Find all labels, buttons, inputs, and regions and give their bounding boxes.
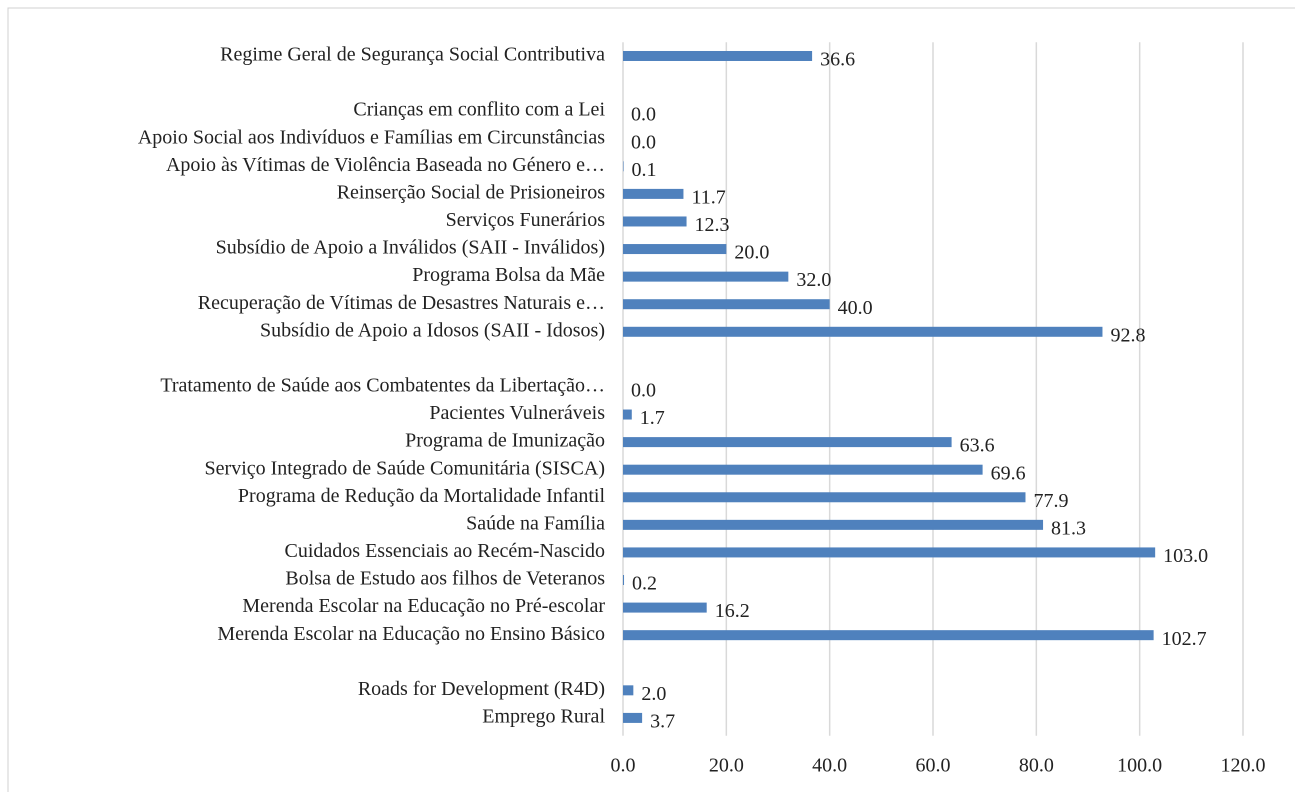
bar: [623, 409, 632, 420]
data-label: 0.0: [631, 380, 656, 402]
data-label: 11.7: [691, 186, 725, 208]
data-label: 0.1: [632, 159, 657, 181]
bar: [623, 437, 952, 448]
x-tick-label: 60.0: [916, 755, 951, 777]
x-tick-label: 120.0: [1221, 755, 1266, 777]
y-tick-label: Saúde na Família: [466, 512, 605, 534]
y-tick-label: Subsídio de Apoio a Idosos (SAII - Idoso…: [260, 319, 605, 341]
x-tick-label: 40.0: [812, 755, 847, 777]
bar: [623, 492, 1026, 503]
bar: [623, 464, 983, 475]
data-label: 92.8: [1110, 324, 1145, 346]
data-label: 2.0: [641, 683, 666, 705]
data-label: 0.2: [632, 573, 657, 595]
y-tick-label: Subsídio de Apoio a Inválidos (SAII - In…: [216, 237, 605, 259]
bar: [623, 188, 684, 199]
y-tick-label: Apoio Social aos Indivíduos e Famílias e…: [138, 126, 605, 148]
bar: [623, 161, 624, 172]
data-label: 103.0: [1163, 545, 1208, 567]
x-tick-label: 80.0: [1019, 755, 1054, 777]
y-tick-label: Pacientes Vulneráveis: [429, 402, 605, 424]
data-label: 32.0: [796, 269, 831, 291]
y-tick-label: Apoio às Vítimas de Violência Baseada no…: [166, 154, 605, 176]
bar: [623, 244, 727, 255]
bar: [623, 602, 707, 613]
y-tick-label: Recuperação de Vítimas de Desastres Natu…: [198, 292, 605, 314]
bar: [623, 685, 634, 696]
x-tick-label: 100.0: [1117, 755, 1162, 777]
data-label: 40.0: [838, 297, 873, 319]
data-label: 16.2: [715, 600, 750, 622]
bar: [623, 50, 813, 61]
y-tick-label: Reinserção Social de Prisioneiros: [337, 181, 605, 203]
data-label: 69.6: [991, 462, 1026, 484]
data-label: 36.6: [820, 49, 855, 71]
bar: [623, 630, 1154, 641]
y-tick-label: Programa Bolsa da Mãe: [412, 264, 605, 286]
data-label: 1.7: [640, 407, 665, 429]
y-tick-label: Serviços Funerários: [446, 209, 606, 231]
y-tick-label: Merenda Escolar na Educação no Pré-escol…: [242, 595, 605, 617]
y-tick-label: Programa de Imunização: [405, 430, 605, 452]
data-label: 0.0: [631, 131, 656, 153]
x-tick-label: 0.0: [611, 755, 636, 777]
bar: [623, 547, 1156, 558]
data-label: 12.3: [695, 214, 730, 236]
y-tick-label: Cuidados Essenciais ao Recém-Nascido: [285, 540, 605, 562]
y-tick-label: Regime Geral de Segurança Social Contrib…: [220, 44, 605, 66]
data-label: 20.0: [734, 242, 769, 264]
chart-border: [7, 7, 1295, 792]
bar: [623, 519, 1044, 530]
y-tick-label: Bolsa de Estudo aos filhos de Veteranos: [285, 568, 605, 590]
data-label: 0.0: [631, 104, 656, 126]
y-tick-label: Crianças em conflito com a Lei: [353, 99, 605, 121]
y-tick-label: Roads for Development (R4D): [358, 678, 605, 700]
bar: [623, 712, 643, 723]
data-label: 102.7: [1162, 628, 1207, 650]
data-label: 63.6: [960, 435, 995, 457]
y-tick-label: Serviço Integrado de Saúde Comunitária (…: [205, 457, 605, 479]
data-label: 3.7: [650, 711, 675, 733]
y-tick-label: Programa de Redução da Mortalidade Infan…: [238, 485, 606, 507]
x-tick-label: 20.0: [709, 755, 744, 777]
bar: [623, 271, 789, 282]
y-tick-label: Emprego Rural: [482, 706, 605, 728]
data-label: 77.9: [1033, 490, 1068, 512]
y-tick-label: Merenda Escolar na Educação no Ensino Bá…: [217, 623, 605, 645]
bar: [623, 299, 830, 310]
data-label: 81.3: [1051, 517, 1086, 539]
bar: [623, 216, 687, 227]
bar: [623, 575, 625, 586]
y-tick-label: Tratamento de Saúde aos Combatentes da L…: [160, 375, 605, 397]
bar: [623, 326, 1103, 337]
